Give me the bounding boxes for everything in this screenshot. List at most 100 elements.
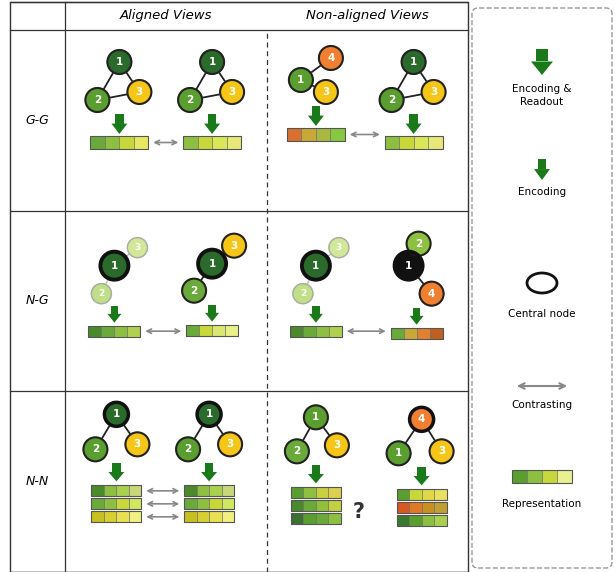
Bar	[115, 325, 128, 337]
Bar	[112, 463, 121, 472]
Bar	[91, 136, 148, 149]
Polygon shape	[531, 61, 553, 75]
Circle shape	[222, 234, 246, 257]
Bar	[89, 325, 102, 337]
Bar	[222, 485, 234, 496]
Text: 2: 2	[92, 444, 99, 454]
Bar	[205, 463, 214, 472]
Bar	[434, 515, 447, 526]
Circle shape	[83, 438, 107, 462]
Text: Encoding &
Readout: Encoding & Readout	[513, 84, 572, 107]
Bar	[128, 325, 140, 337]
Bar	[434, 502, 447, 513]
Text: 2: 2	[415, 239, 422, 249]
Text: 1: 1	[410, 57, 417, 67]
Circle shape	[128, 238, 147, 257]
Bar	[328, 513, 341, 525]
Text: 1: 1	[395, 448, 402, 458]
Bar	[91, 498, 104, 509]
Text: Non-aligned Views: Non-aligned Views	[306, 10, 429, 22]
Text: 1: 1	[405, 261, 412, 271]
Circle shape	[379, 88, 403, 112]
Circle shape	[285, 439, 309, 463]
Bar	[291, 513, 304, 525]
Polygon shape	[205, 313, 219, 321]
Polygon shape	[308, 116, 324, 126]
Bar	[434, 489, 447, 500]
Bar	[316, 325, 329, 337]
Bar	[312, 305, 320, 314]
Text: 1: 1	[113, 410, 120, 419]
Bar	[397, 502, 447, 513]
Bar	[397, 489, 409, 500]
Bar	[397, 515, 447, 526]
Bar	[316, 513, 328, 525]
Bar	[397, 515, 409, 526]
Text: Encoding: Encoding	[518, 187, 566, 197]
Circle shape	[200, 50, 224, 74]
Bar	[222, 498, 234, 509]
Bar	[384, 136, 442, 149]
Text: 1: 1	[312, 412, 320, 422]
Text: 3: 3	[136, 87, 143, 97]
Bar	[429, 328, 442, 339]
Bar	[91, 136, 105, 149]
Bar	[316, 128, 330, 141]
Bar	[91, 485, 142, 496]
Text: 3: 3	[333, 440, 341, 450]
Text: 4: 4	[428, 289, 436, 299]
Bar	[512, 470, 527, 483]
Bar	[186, 325, 238, 336]
Circle shape	[100, 252, 128, 280]
Bar	[417, 467, 426, 476]
Circle shape	[182, 279, 206, 303]
Bar	[183, 136, 198, 149]
Bar	[409, 489, 421, 500]
Text: ?: ?	[353, 502, 365, 522]
Text: 2: 2	[300, 289, 306, 298]
Bar	[184, 485, 234, 496]
Bar	[421, 515, 434, 526]
Bar	[212, 325, 225, 336]
Bar	[199, 325, 212, 336]
Text: 2: 2	[388, 95, 395, 105]
Circle shape	[104, 402, 128, 426]
Text: Central node: Central node	[508, 309, 576, 319]
Bar	[316, 500, 328, 511]
Text: N-N: N-N	[26, 475, 49, 488]
Bar	[291, 487, 341, 498]
Text: 1: 1	[208, 259, 216, 269]
Circle shape	[395, 252, 423, 280]
Text: N-G: N-G	[26, 295, 49, 308]
Bar	[91, 511, 104, 522]
Bar	[330, 128, 345, 141]
Bar	[120, 136, 134, 149]
Bar	[197, 498, 209, 509]
Bar	[104, 511, 116, 522]
Circle shape	[176, 438, 200, 462]
Bar	[542, 470, 557, 483]
Bar	[303, 325, 316, 337]
Text: 1: 1	[111, 261, 118, 271]
Bar	[304, 500, 316, 511]
Bar	[291, 487, 304, 498]
Bar	[186, 325, 199, 336]
Bar	[290, 325, 342, 337]
Bar	[391, 328, 403, 339]
Bar	[89, 325, 140, 337]
Bar	[391, 328, 442, 339]
Circle shape	[220, 80, 244, 104]
Bar	[227, 136, 241, 149]
Bar	[409, 502, 421, 513]
Bar	[312, 466, 320, 474]
Bar	[312, 106, 320, 116]
Text: Representation: Representation	[503, 499, 582, 509]
Circle shape	[329, 238, 349, 257]
Bar	[527, 470, 542, 483]
Bar	[184, 511, 234, 522]
Bar	[102, 325, 115, 337]
Bar	[409, 114, 418, 124]
Text: 4: 4	[327, 53, 334, 63]
Text: 3: 3	[430, 87, 437, 97]
Circle shape	[128, 80, 152, 104]
